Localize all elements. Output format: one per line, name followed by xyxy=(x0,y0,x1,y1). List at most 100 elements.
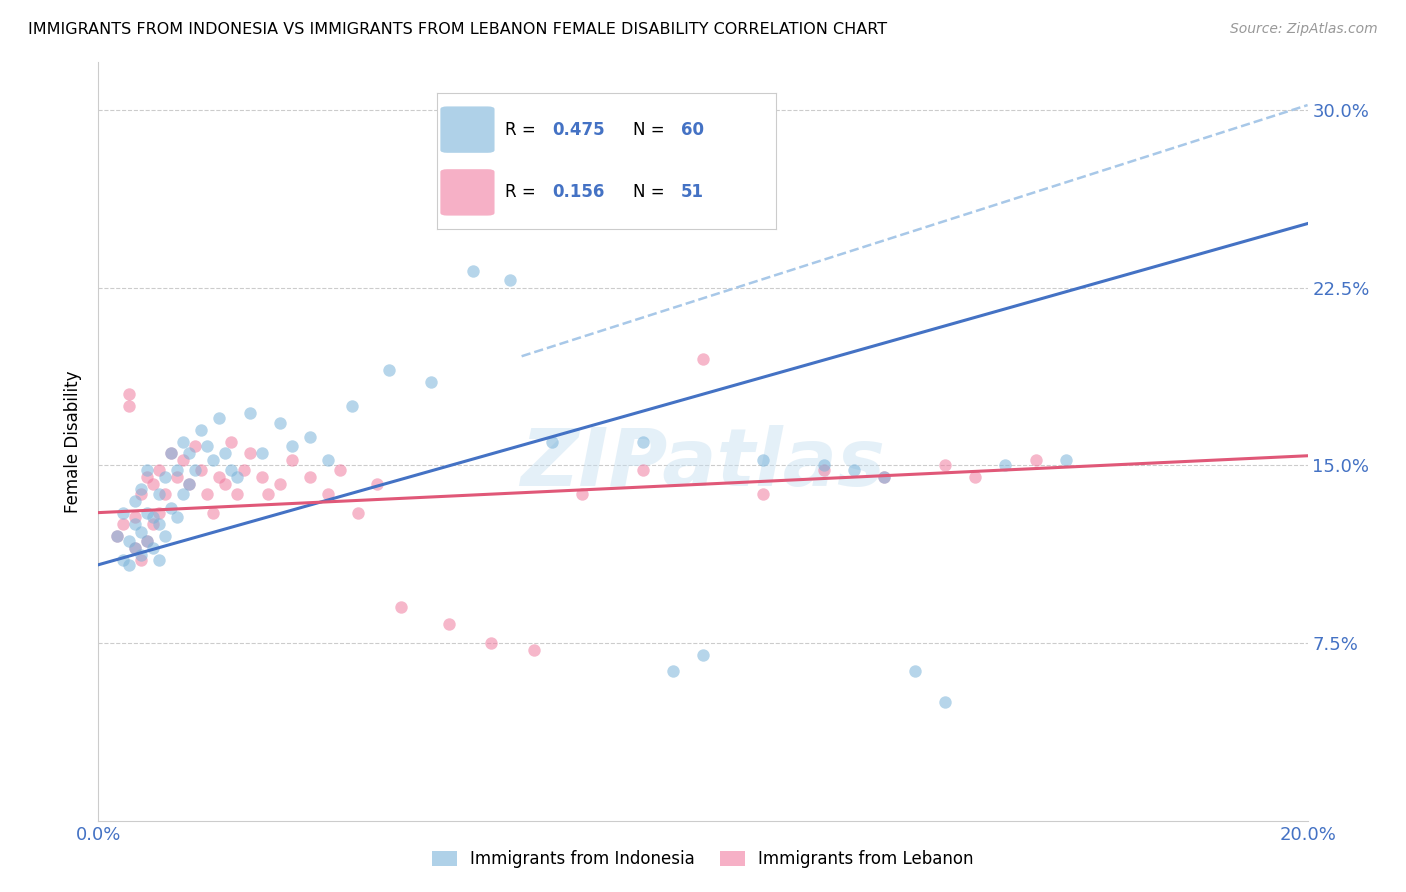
Point xyxy=(269,477,291,491)
Point xyxy=(208,410,231,425)
Point xyxy=(965,470,987,484)
Point xyxy=(190,423,212,437)
Point xyxy=(661,665,683,679)
Point xyxy=(571,486,593,500)
Point xyxy=(214,477,236,491)
Point xyxy=(316,453,339,467)
Point xyxy=(160,446,183,460)
Point xyxy=(1054,453,1077,467)
Point xyxy=(221,434,243,449)
Point xyxy=(135,506,157,520)
Point xyxy=(190,463,212,477)
Point xyxy=(934,458,956,473)
Point xyxy=(148,517,170,532)
Point xyxy=(366,477,388,491)
Point xyxy=(153,470,176,484)
Point xyxy=(250,446,273,460)
Point xyxy=(523,643,546,657)
Point xyxy=(129,548,152,563)
Point xyxy=(111,517,134,532)
Point xyxy=(148,486,170,500)
Point xyxy=(420,376,443,390)
Point xyxy=(226,470,249,484)
Point xyxy=(692,648,714,662)
Text: IMMIGRANTS FROM INDONESIA VS IMMIGRANTS FROM LEBANON FEMALE DISABILITY CORRELATI: IMMIGRANTS FROM INDONESIA VS IMMIGRANTS … xyxy=(28,22,887,37)
Point xyxy=(129,482,152,496)
Point xyxy=(105,529,128,543)
Point xyxy=(377,363,399,377)
Point xyxy=(166,470,188,484)
Point xyxy=(299,430,322,444)
Point xyxy=(179,446,201,460)
Point xyxy=(437,617,460,632)
Point xyxy=(239,406,262,420)
Point xyxy=(179,477,201,491)
Point xyxy=(153,529,176,543)
Point xyxy=(214,446,236,460)
Point xyxy=(232,463,254,477)
Point xyxy=(124,510,146,524)
Point xyxy=(135,463,157,477)
Point xyxy=(347,506,370,520)
Point xyxy=(631,434,654,449)
Point xyxy=(994,458,1017,473)
Point xyxy=(463,264,485,278)
Point xyxy=(118,558,141,572)
Point xyxy=(752,486,775,500)
Point xyxy=(813,458,835,473)
Point xyxy=(281,453,304,467)
Point xyxy=(124,541,146,556)
Point xyxy=(221,463,243,477)
Point xyxy=(179,477,201,491)
Point xyxy=(226,486,249,500)
Point xyxy=(142,477,165,491)
Point xyxy=(498,273,520,287)
Point xyxy=(148,506,170,520)
Y-axis label: Female Disability: Female Disability xyxy=(65,370,83,513)
Point xyxy=(873,470,896,484)
Point xyxy=(195,486,218,500)
Point xyxy=(250,470,273,484)
Point xyxy=(540,434,562,449)
Point xyxy=(142,517,165,532)
Point xyxy=(481,636,503,650)
Point xyxy=(166,463,188,477)
Point xyxy=(105,529,128,543)
Point xyxy=(148,463,170,477)
Point xyxy=(208,470,231,484)
Point xyxy=(142,541,165,556)
Point xyxy=(389,600,412,615)
Point xyxy=(124,517,146,532)
Point xyxy=(184,463,207,477)
Point xyxy=(148,553,170,567)
Point xyxy=(160,446,183,460)
Point xyxy=(281,439,304,453)
Point xyxy=(873,470,896,484)
Point xyxy=(111,553,134,567)
Point xyxy=(692,351,714,366)
Text: Source: ZipAtlas.com: Source: ZipAtlas.com xyxy=(1230,22,1378,37)
Point xyxy=(129,553,152,567)
Point xyxy=(135,470,157,484)
Point xyxy=(142,510,165,524)
Point xyxy=(135,534,157,549)
Point xyxy=(111,506,134,520)
Point xyxy=(813,463,835,477)
Point xyxy=(239,446,262,460)
Legend: Immigrants from Indonesia, Immigrants from Lebanon: Immigrants from Indonesia, Immigrants fr… xyxy=(426,844,980,875)
Point xyxy=(166,510,188,524)
Point xyxy=(129,486,152,500)
Point xyxy=(195,439,218,453)
Point xyxy=(269,416,291,430)
Text: ZIPatlas: ZIPatlas xyxy=(520,425,886,503)
Point xyxy=(1024,453,1046,467)
Point xyxy=(316,486,339,500)
Point xyxy=(256,486,278,500)
Point xyxy=(172,486,194,500)
Point xyxy=(153,486,176,500)
Point xyxy=(184,439,207,453)
Point xyxy=(129,524,152,539)
Point xyxy=(172,453,194,467)
Point xyxy=(631,463,654,477)
Point xyxy=(904,665,927,679)
